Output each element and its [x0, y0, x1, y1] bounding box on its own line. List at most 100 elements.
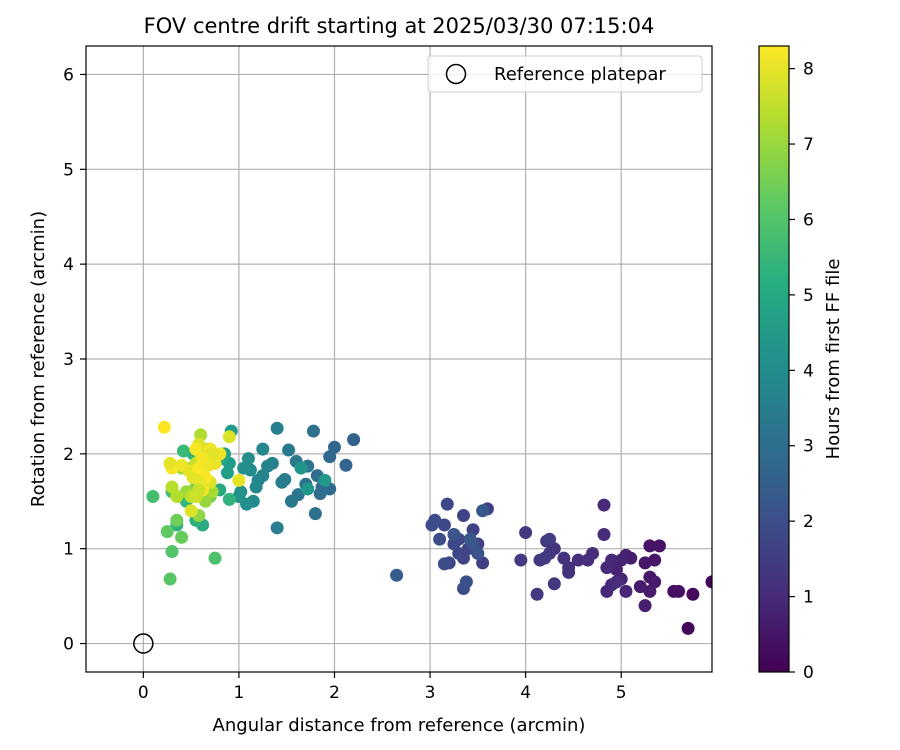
scatter-point: [543, 532, 557, 546]
colorbar-ticks: 0 1 2 3 4 5 6 7 8: [789, 60, 814, 683]
scatter-point: [638, 599, 652, 613]
scatter-point: [571, 553, 585, 567]
scatter-point: [390, 568, 404, 582]
scatter-point: [249, 480, 263, 494]
x-tick-label: 4: [520, 683, 531, 703]
colorbar-tick-label: 8: [803, 60, 814, 80]
scatter-point: [175, 530, 189, 544]
scatter-point: [425, 518, 439, 532]
scatter-point: [705, 575, 712, 589]
scatter-point: [192, 483, 206, 497]
colorbar-tick-label: 4: [803, 361, 814, 381]
legend-reference-marker: [445, 63, 467, 85]
scatter-point: [643, 539, 657, 553]
scatter-point: [600, 561, 614, 575]
scatter-point: [514, 553, 528, 567]
scatter-point: [459, 575, 473, 589]
scatter-point: [597, 498, 611, 512]
scatter-point: [672, 584, 686, 598]
scatter-point: [619, 584, 633, 598]
scatter-point: [306, 424, 320, 438]
colorbar-tick-label: 5: [803, 286, 814, 306]
y-tick-label: 4: [63, 255, 74, 275]
scatter-point: [313, 487, 327, 501]
legend-label: Reference platepar: [494, 64, 666, 85]
scatter-point: [652, 539, 666, 553]
scatter-point: [643, 584, 657, 598]
scatter-point: [597, 527, 611, 541]
chart-title: FOV centre drift starting at 2025/03/30 …: [144, 14, 655, 38]
scatter-point: [282, 443, 296, 457]
scatter-point: [270, 421, 284, 435]
scatter-point: [538, 551, 552, 565]
scatter-point: [256, 442, 270, 456]
scatter-point: [237, 461, 251, 475]
scatter-point: [581, 553, 595, 567]
x-tick-label: 0: [138, 683, 149, 703]
scatter-point: [440, 497, 454, 511]
scatter-point: [196, 452, 210, 466]
x-axis-ticks: 0 1 2 3 4 5: [138, 672, 627, 703]
x-tick-label: 1: [234, 683, 245, 703]
scatter-point: [232, 473, 246, 487]
scatter-point: [176, 444, 190, 458]
y-tick-label: 5: [63, 160, 74, 180]
scatter-point: [184, 504, 198, 518]
scatter-point: [463, 532, 477, 546]
scatter-point: [308, 507, 322, 521]
scatter-point: [530, 587, 544, 601]
scatter-point: [165, 480, 179, 494]
reference-platepar-marker: [133, 633, 154, 654]
scatter-point: [437, 557, 451, 571]
scatter-point: [170, 513, 184, 527]
scatter-point: [519, 526, 533, 540]
legend-box: [427, 55, 703, 93]
scatter-point: [457, 509, 471, 522]
scatter-point: [270, 521, 284, 535]
scatter-point: [189, 442, 203, 456]
scatter-point: [600, 584, 614, 598]
colorbar: 0 1 2 3 4 5 6 7 8 Hours from first FF file: [758, 45, 844, 683]
scatter-point: [301, 482, 315, 496]
colorbar-tick-label: 7: [803, 135, 814, 155]
scatter-point: [222, 492, 236, 506]
scatter-point: [175, 458, 189, 472]
scatter-point: [323, 450, 337, 464]
scatter-point: [562, 565, 576, 579]
x-tick-label: 3: [425, 683, 436, 703]
scatter-point: [681, 621, 695, 635]
y-tick-label: 6: [63, 65, 74, 85]
colorbar-tick-label: 6: [803, 210, 814, 230]
colorbar-label: Hours from first FF file: [823, 259, 844, 460]
data-points: [146, 420, 712, 635]
x-tick-label: 2: [329, 683, 340, 703]
scatter-point: [160, 525, 174, 539]
colorbar-tick-label: 0: [803, 663, 814, 683]
y-tick-label: 2: [63, 445, 74, 465]
scatter-point: [347, 433, 361, 447]
scatter-point: [208, 551, 222, 565]
scatter-point: [638, 556, 652, 570]
colorbar-tick-label: 1: [803, 588, 814, 608]
scatter-point: [222, 430, 236, 444]
scatter-point: [284, 494, 298, 508]
y-tick-label: 0: [63, 635, 74, 655]
scatter-point: [447, 537, 461, 551]
scatter-point: [339, 458, 353, 472]
colorbar-gradient: [758, 45, 790, 673]
scatter-point: [275, 475, 289, 489]
scatter-point: [471, 546, 485, 560]
scatter-point: [220, 466, 234, 480]
y-axis-ticks: 0 1 2 3 4 5 6: [63, 65, 86, 655]
scatter-point: [163, 572, 177, 586]
colorbar-tick-label: 2: [803, 512, 814, 532]
scatter-point: [433, 532, 447, 546]
y-tick-label: 3: [63, 350, 74, 370]
y-axis-label: Rotation from reference (arcmin): [28, 211, 49, 507]
colorbar-tick-label: 3: [803, 437, 814, 457]
scatter-point: [294, 461, 308, 475]
x-tick-label: 5: [616, 683, 627, 703]
x-axis-label: Angular distance from reference (arcmin): [213, 715, 586, 736]
scatter-point: [447, 527, 461, 541]
